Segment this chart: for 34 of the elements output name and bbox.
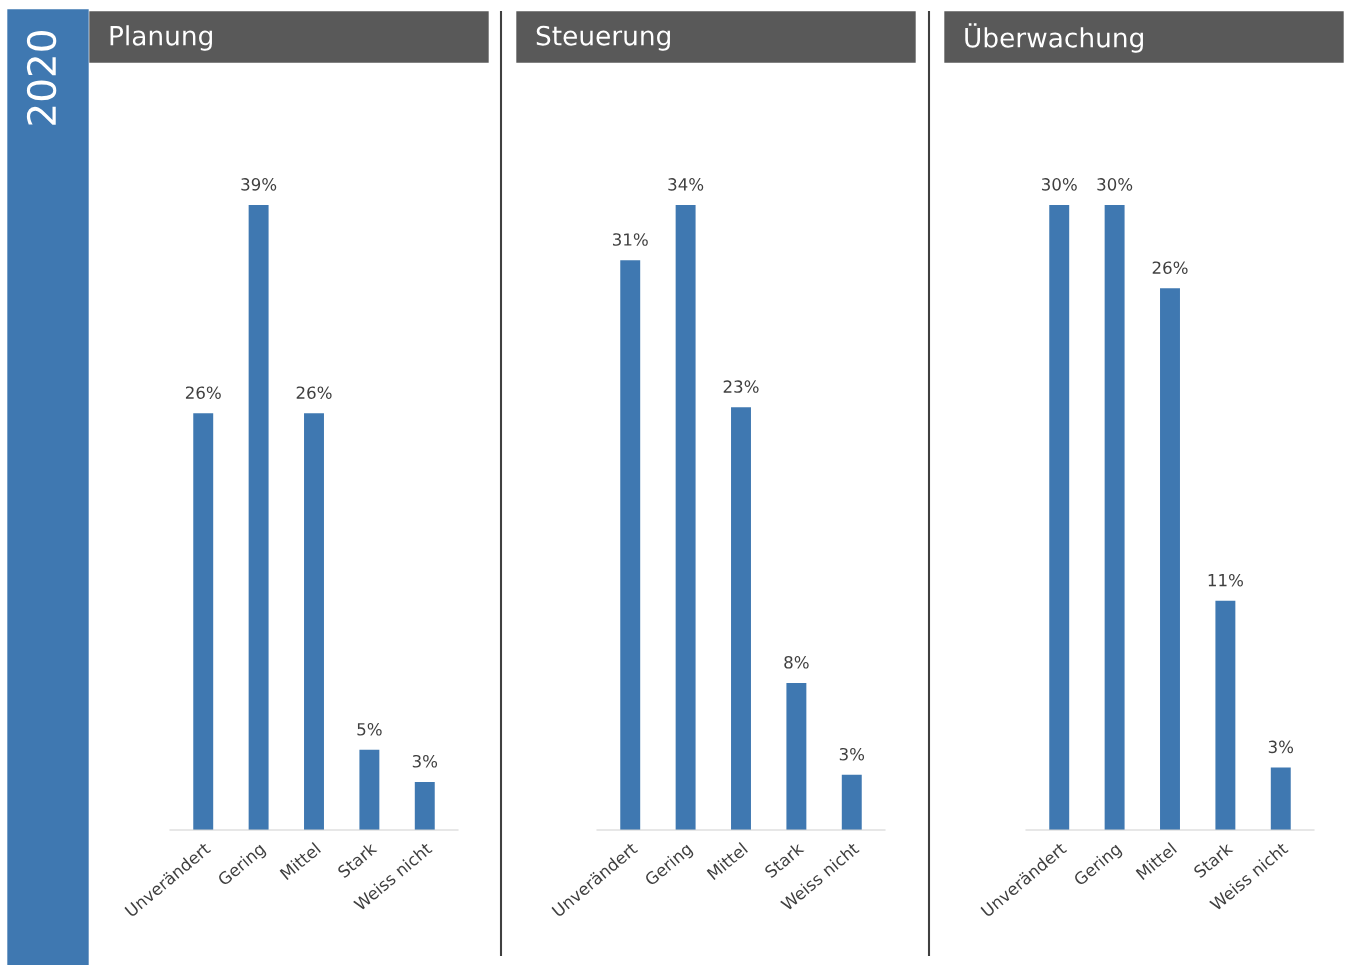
data-label: 26%	[1152, 261, 1188, 274]
data-label: 3%	[839, 747, 865, 761]
data-label: 5%	[357, 722, 382, 736]
data-label: 34%	[668, 178, 704, 191]
data-label: 23%	[723, 380, 759, 393]
bar	[1215, 600, 1236, 830]
bar	[359, 749, 380, 830]
bar	[193, 413, 214, 830]
data-label: 8%	[784, 655, 809, 669]
data-label: 26%	[296, 386, 332, 399]
bar	[620, 260, 641, 830]
bar	[675, 205, 696, 830]
chart-title: Planung	[110, 25, 212, 51]
chart-title: Steuerung	[536, 25, 670, 51]
bar	[786, 682, 807, 830]
data-label: 31%	[612, 233, 648, 246]
data-label: 11%	[1208, 573, 1243, 587]
data-label: 26%	[185, 386, 221, 399]
bar	[1049, 205, 1070, 830]
bar	[841, 774, 862, 830]
bar	[414, 781, 435, 830]
bar	[1104, 205, 1125, 830]
bar	[731, 407, 751, 830]
data-label: 39%	[241, 178, 277, 191]
data-label: 3%	[412, 754, 438, 768]
bar	[304, 413, 324, 830]
chart-title: Überwachung	[965, 23, 1143, 53]
bar	[1270, 767, 1291, 830]
bar	[248, 205, 269, 830]
bar	[1160, 288, 1180, 830]
data-label: 3%	[1268, 740, 1294, 754]
data-label: 30%	[1041, 178, 1077, 191]
text: 2020	[26, 31, 57, 125]
data-label: 30%	[1097, 178, 1133, 191]
